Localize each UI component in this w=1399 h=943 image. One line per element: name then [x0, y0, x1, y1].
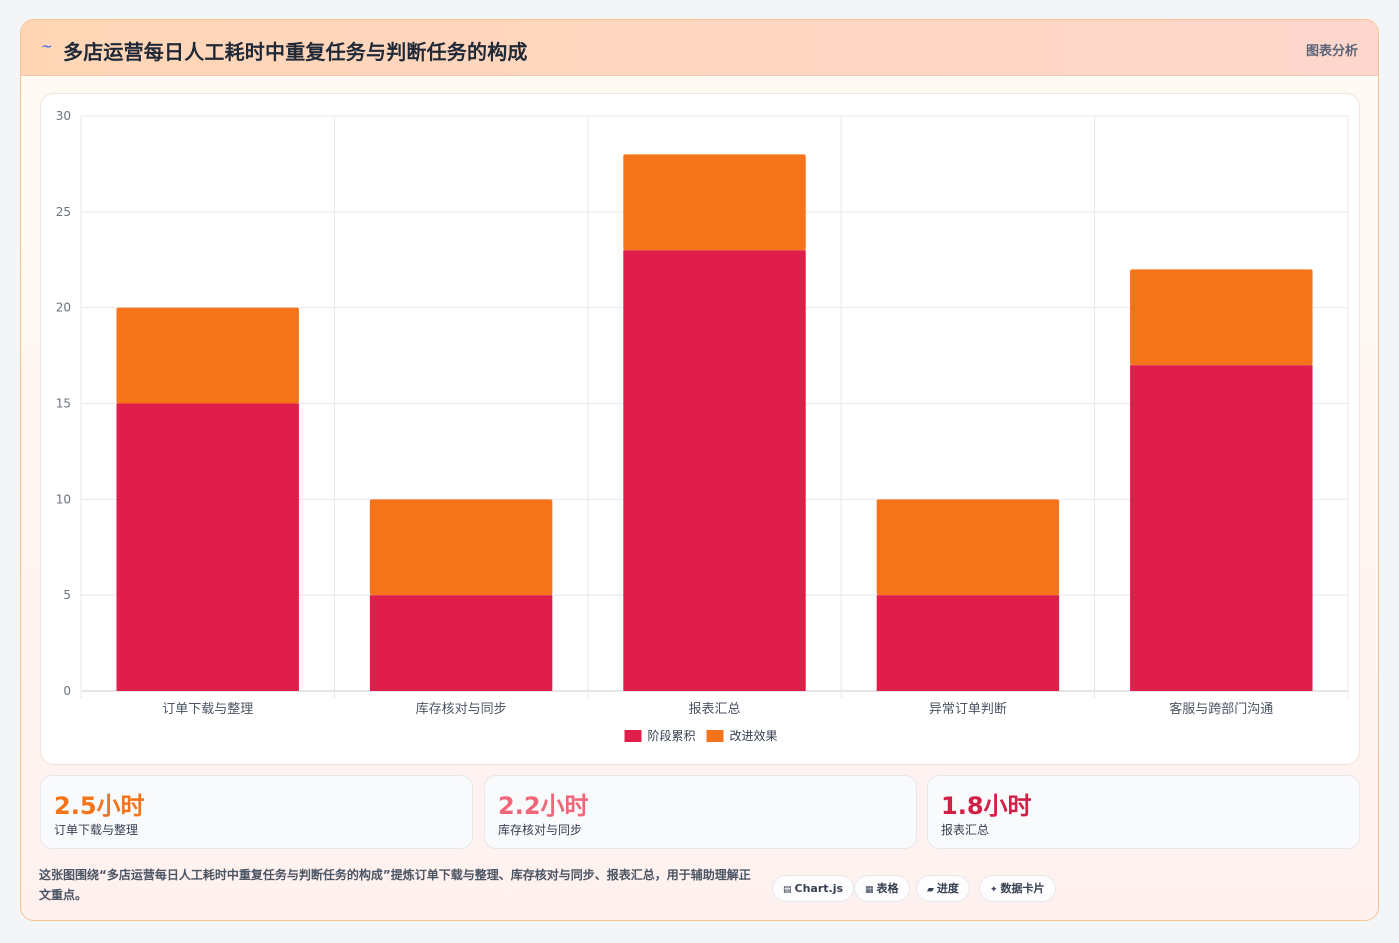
- x-tick-label: 客服与跨部门沟通: [1169, 701, 1273, 717]
- y-tick-label: 30: [56, 109, 71, 123]
- pill-progress[interactable]: ▰ 进度: [916, 875, 970, 902]
- stacked-bar-chart: 0 5 10 15 20 25 30 订单下载与整理 库存核对与同步 报表汇总 异常订单判断 客服与跨…: [56, 109, 1349, 743]
- chart-card: ~ 多店运营每日人工耗时中重复任务与判断任务的构成 图表分析 0 5 10 15 20 2…: [20, 19, 1379, 921]
- bar-stage-accumulated: [116, 403, 299, 691]
- progress-icon: ▰: [927, 885, 934, 895]
- legend-label: 阶段累积: [648, 728, 696, 743]
- bar-improvement-effect: [876, 499, 1060, 596]
- bar-stage-accumulated: [623, 250, 806, 691]
- bar-improvement-effect: [369, 499, 553, 596]
- bar-improvement-effect: [623, 154, 806, 251]
- legend-swatch: [706, 730, 724, 742]
- stat-value-2: 2.2小时: [498, 792, 589, 820]
- stat-value-1: 2.5小时: [54, 792, 145, 820]
- table-icon: ▦: [865, 885, 874, 895]
- pill-chartjs[interactable]: ▤ Chart.js: [772, 875, 855, 902]
- chart-icon: ▤: [783, 885, 792, 895]
- pill-table[interactable]: ▦ 表格: [854, 875, 910, 902]
- pill-data-card[interactable]: ✦ 数据卡片: [979, 875, 1056, 902]
- bar-improvement-effect: [1130, 269, 1313, 366]
- bar-improvement-effect: [116, 307, 299, 404]
- chart-caption: 这张图围绕“多店运营每日人工耗时中重复任务与判断任务的构成”提炼订单下载与整理、…: [39, 868, 751, 902]
- legend-label: 改进效果: [730, 728, 778, 743]
- page-title: 多店运营每日人工耗时中重复任务与判断任务的构成: [63, 40, 528, 64]
- stat-card-1: 2.5小时 订单下载与整理: [40, 775, 473, 849]
- pill-label: Chart.js: [794, 882, 844, 895]
- y-tick-label: 15: [56, 397, 71, 411]
- pill-label: 表格: [876, 882, 899, 895]
- x-tick-label: 订单下载与整理: [162, 702, 253, 717]
- pill-label: 数据卡片: [1000, 882, 1045, 895]
- pill-label: 进度: [936, 882, 959, 895]
- stat-label-2: 库存核对与同步: [498, 823, 583, 837]
- bar-stage-accumulated: [1130, 365, 1313, 691]
- chart-logo-icon: ~: [41, 39, 53, 55]
- x-tick-label: 报表汇总: [688, 702, 740, 717]
- y-tick-label: 5: [63, 588, 71, 602]
- legend-swatch: [624, 730, 642, 742]
- chart-panel: 0 5 10 15 20 25 30 订单下载与整理 库存核对与同步 报表汇总 异常订单判断 客服与跨…: [40, 93, 1360, 765]
- y-tick-label: 0: [63, 684, 71, 698]
- y-tick-label: 20: [56, 301, 71, 315]
- x-tick-label: 库存核对与同步: [416, 701, 507, 717]
- card-header: ~ 多店运营每日人工耗时中重复任务与判断任务的构成 图表分析: [21, 20, 1378, 76]
- sparkle-icon: ✦: [990, 885, 998, 895]
- chart-analysis-tag: 图表分析: [1305, 44, 1358, 59]
- x-tick-label: 异常订单判断: [929, 702, 1007, 717]
- stat-card-3: 1.8小时 报表汇总: [927, 775, 1360, 849]
- bar-stage-accumulated: [876, 595, 1060, 691]
- stat-value-3: 1.8小时: [941, 792, 1032, 820]
- y-tick-label: 25: [56, 205, 71, 219]
- y-tick-label: 10: [56, 492, 71, 506]
- stat-label-1: 订单下载与整理: [54, 823, 139, 837]
- stat-card-2: 2.2小时 库存核对与同步: [484, 775, 917, 849]
- stat-label-3: 报表汇总: [941, 823, 990, 837]
- bar-stage-accumulated: [369, 595, 553, 691]
